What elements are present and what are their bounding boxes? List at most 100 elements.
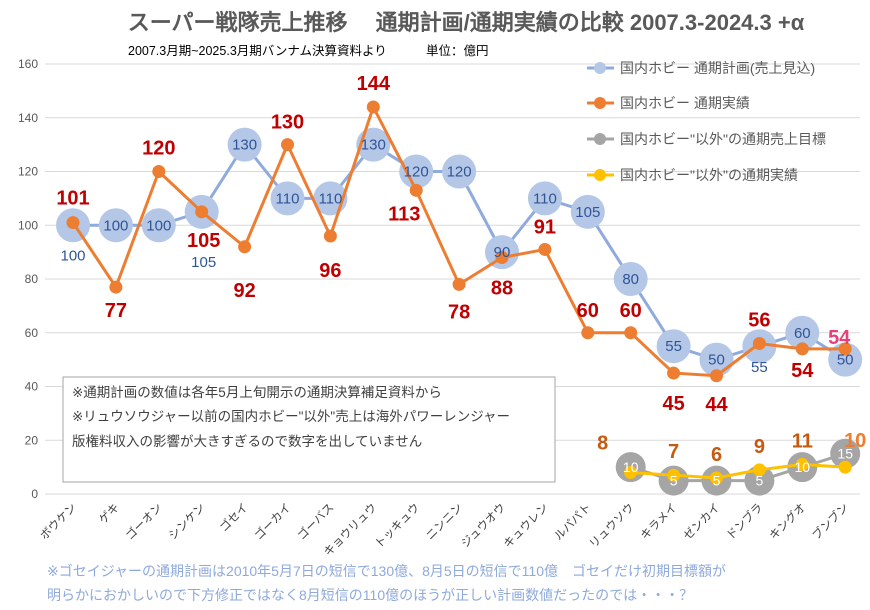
x-tick-label: トッキュウ [372,501,422,551]
data-point-actual [538,242,552,256]
data-point-actual [109,280,123,294]
data-label-plan: 55 [665,338,682,355]
data-point-plan [570,194,605,229]
x-tick-label: ゴセイ [216,500,250,534]
legend-item-nonhobby-target[interactable]: 国内ホビー"以外"の通期売上目標 [587,131,826,147]
data-label-actual: 44 [705,394,728,416]
data-label-nonhobby-target: 5 [670,473,678,489]
note-line-3: 版権料収入の影響が大きすぎるので数字を出していません [72,433,422,449]
legend-label-nonhobby-actual: 国内ホビー"以外"の通期実績 [620,167,798,183]
data-label-nonhobby-target: 5 [756,473,764,489]
data-label-plan: 105 [575,204,600,221]
data-point-actual [238,240,252,254]
data-point-nonhobby-target [830,438,861,469]
data-point-actual [366,100,380,114]
x-tick-label: ゼンカイ [681,501,723,543]
legend-marker-nonhobby-actual [594,169,606,181]
data-point-actual [667,366,681,380]
series-nonhobby-actual [624,457,852,485]
data-point-plan [527,181,562,216]
data-label-actual: 54 [791,360,814,382]
data-point-plan [785,315,820,350]
data-point-actual [752,337,766,350]
data-label-nonhobby-actual: 9 [754,436,765,458]
x-tick-label: ニンニン [424,502,465,543]
data-label-plan: 80 [622,271,639,288]
data-label-actual: 96 [319,260,341,282]
data-label-nonhobby-target: 15 [837,446,853,462]
legend-marker-actual [594,97,606,109]
data-label-actual: 144 [357,73,391,95]
data-point-nonhobby-target [744,465,775,496]
y-tick-label: 160 [18,57,38,71]
note-line-1: ※通期計画の数値は各年5月上旬開示の通期決算補足資料から [72,385,442,400]
x-tick-label: ゲキ [97,501,122,526]
labels-nonhobby-target: 10 5 5 5 10 15 [623,446,853,489]
x-tick-label: キングオ [766,500,808,542]
legend-marker-plan [594,62,606,74]
legend-label-actual: 国内ホビー 通期実績 [620,95,750,111]
note-box: ※通期計画の数値は各年5月上旬開示の通期決算補足資料から ※リュウソウジャー以前… [62,376,556,483]
legend-label-plan: 国内ホビー 通期計画(売上見込) [620,60,815,76]
x-tick-label: リュウソウ [587,501,637,551]
data-label-nonhobby-actual: 7 [668,441,679,463]
data-label-nonhobby-target: 10 [795,459,811,475]
legend-item-actual[interactable]: 国内ホビー 通期実績 [587,95,750,111]
data-point-actual [452,277,466,291]
labels-plan: 100 100 100 105 130 110 110 130 120 120 90 110 105 80… [60,137,853,377]
data-label-plan: 130 [361,137,386,154]
data-label-plan: 110 [533,190,557,207]
x-tick-label: ジュウオウ [459,501,508,550]
legend-item-nonhobby-actual[interactable]: 国内ホビー"以外"の通期実績 [587,167,798,183]
data-point-plan [141,208,176,243]
data-label-actual: 101 [56,188,89,210]
data-point-actual [838,342,852,356]
data-label-nonhobby-target: 10 [623,459,639,475]
note-box-frame [62,376,556,483]
data-label-actual: 91 [534,216,556,238]
legend-label-nonhobby-target: 国内ホビー"以外"の通期売上目標 [620,131,826,147]
data-point-nonhobby-actual [795,457,809,471]
data-point-plan [442,154,477,189]
data-point-plan [828,342,863,377]
data-label-actual: 77 [105,300,127,322]
labels-nonhobby-actual: 8 7 6 9 11 10 [597,430,866,466]
legend-item-plan[interactable]: 国内ホビー 通期計画(売上見込) [587,60,815,76]
data-label-plan: 105 [191,254,216,271]
data-label-actual: 113 [388,203,420,225]
data-label-actual: 78 [448,301,470,323]
series-nonhobby-target [615,438,861,496]
labels-actual: 101 77 120 105 92 130 96 144 113 78 88 91 60 60 45 44 56… [56,73,851,416]
data-point-actual [409,183,423,197]
data-label-plan: 100 [60,247,85,264]
data-point-actual [66,216,80,230]
data-point-actual [581,326,595,340]
chart-title: スーパー戦隊売上推移 通期計画/通期実績の比較 2007.3-2024.3 +α [128,10,805,35]
data-label-actual: 92 [233,280,255,302]
data-label-plan: 100 [146,217,171,234]
data-label-plan: 110 [276,190,300,207]
x-tick-label: ゴーカイ [251,500,293,542]
x-tick-label: キュウレン [501,501,551,551]
data-label-nonhobby-actual: 6 [711,444,722,466]
data-point-actual [624,326,638,340]
unit-label: 単位：億円 [426,43,489,58]
data-label-nonhobby-actual: 8 [597,433,608,455]
legend: 国内ホビー 通期計画(売上見込) 国内ホビー 通期実績 国内ホビー"以外"の通期… [587,60,826,183]
x-tick-label: ゴーバス [294,500,336,542]
data-label-actual: 54 [828,327,851,349]
data-label-plan: 120 [447,164,472,181]
y-tick-label: 100 [18,218,38,232]
data-point-actual [795,342,809,356]
data-label-actual: 56 [748,310,770,332]
data-label-actual: 105 [187,230,220,252]
x-tick-label: ゴーオン [122,500,164,542]
data-point-plan [656,329,691,364]
data-label-actual: 130 [271,112,304,134]
data-label-nonhobby-actual: 11 [792,430,813,452]
data-point-actual [323,229,337,243]
x-tick-label: キラメイ [639,502,680,543]
series-line-nonhobby-actual [630,462,846,480]
data-point-actual [281,138,294,152]
